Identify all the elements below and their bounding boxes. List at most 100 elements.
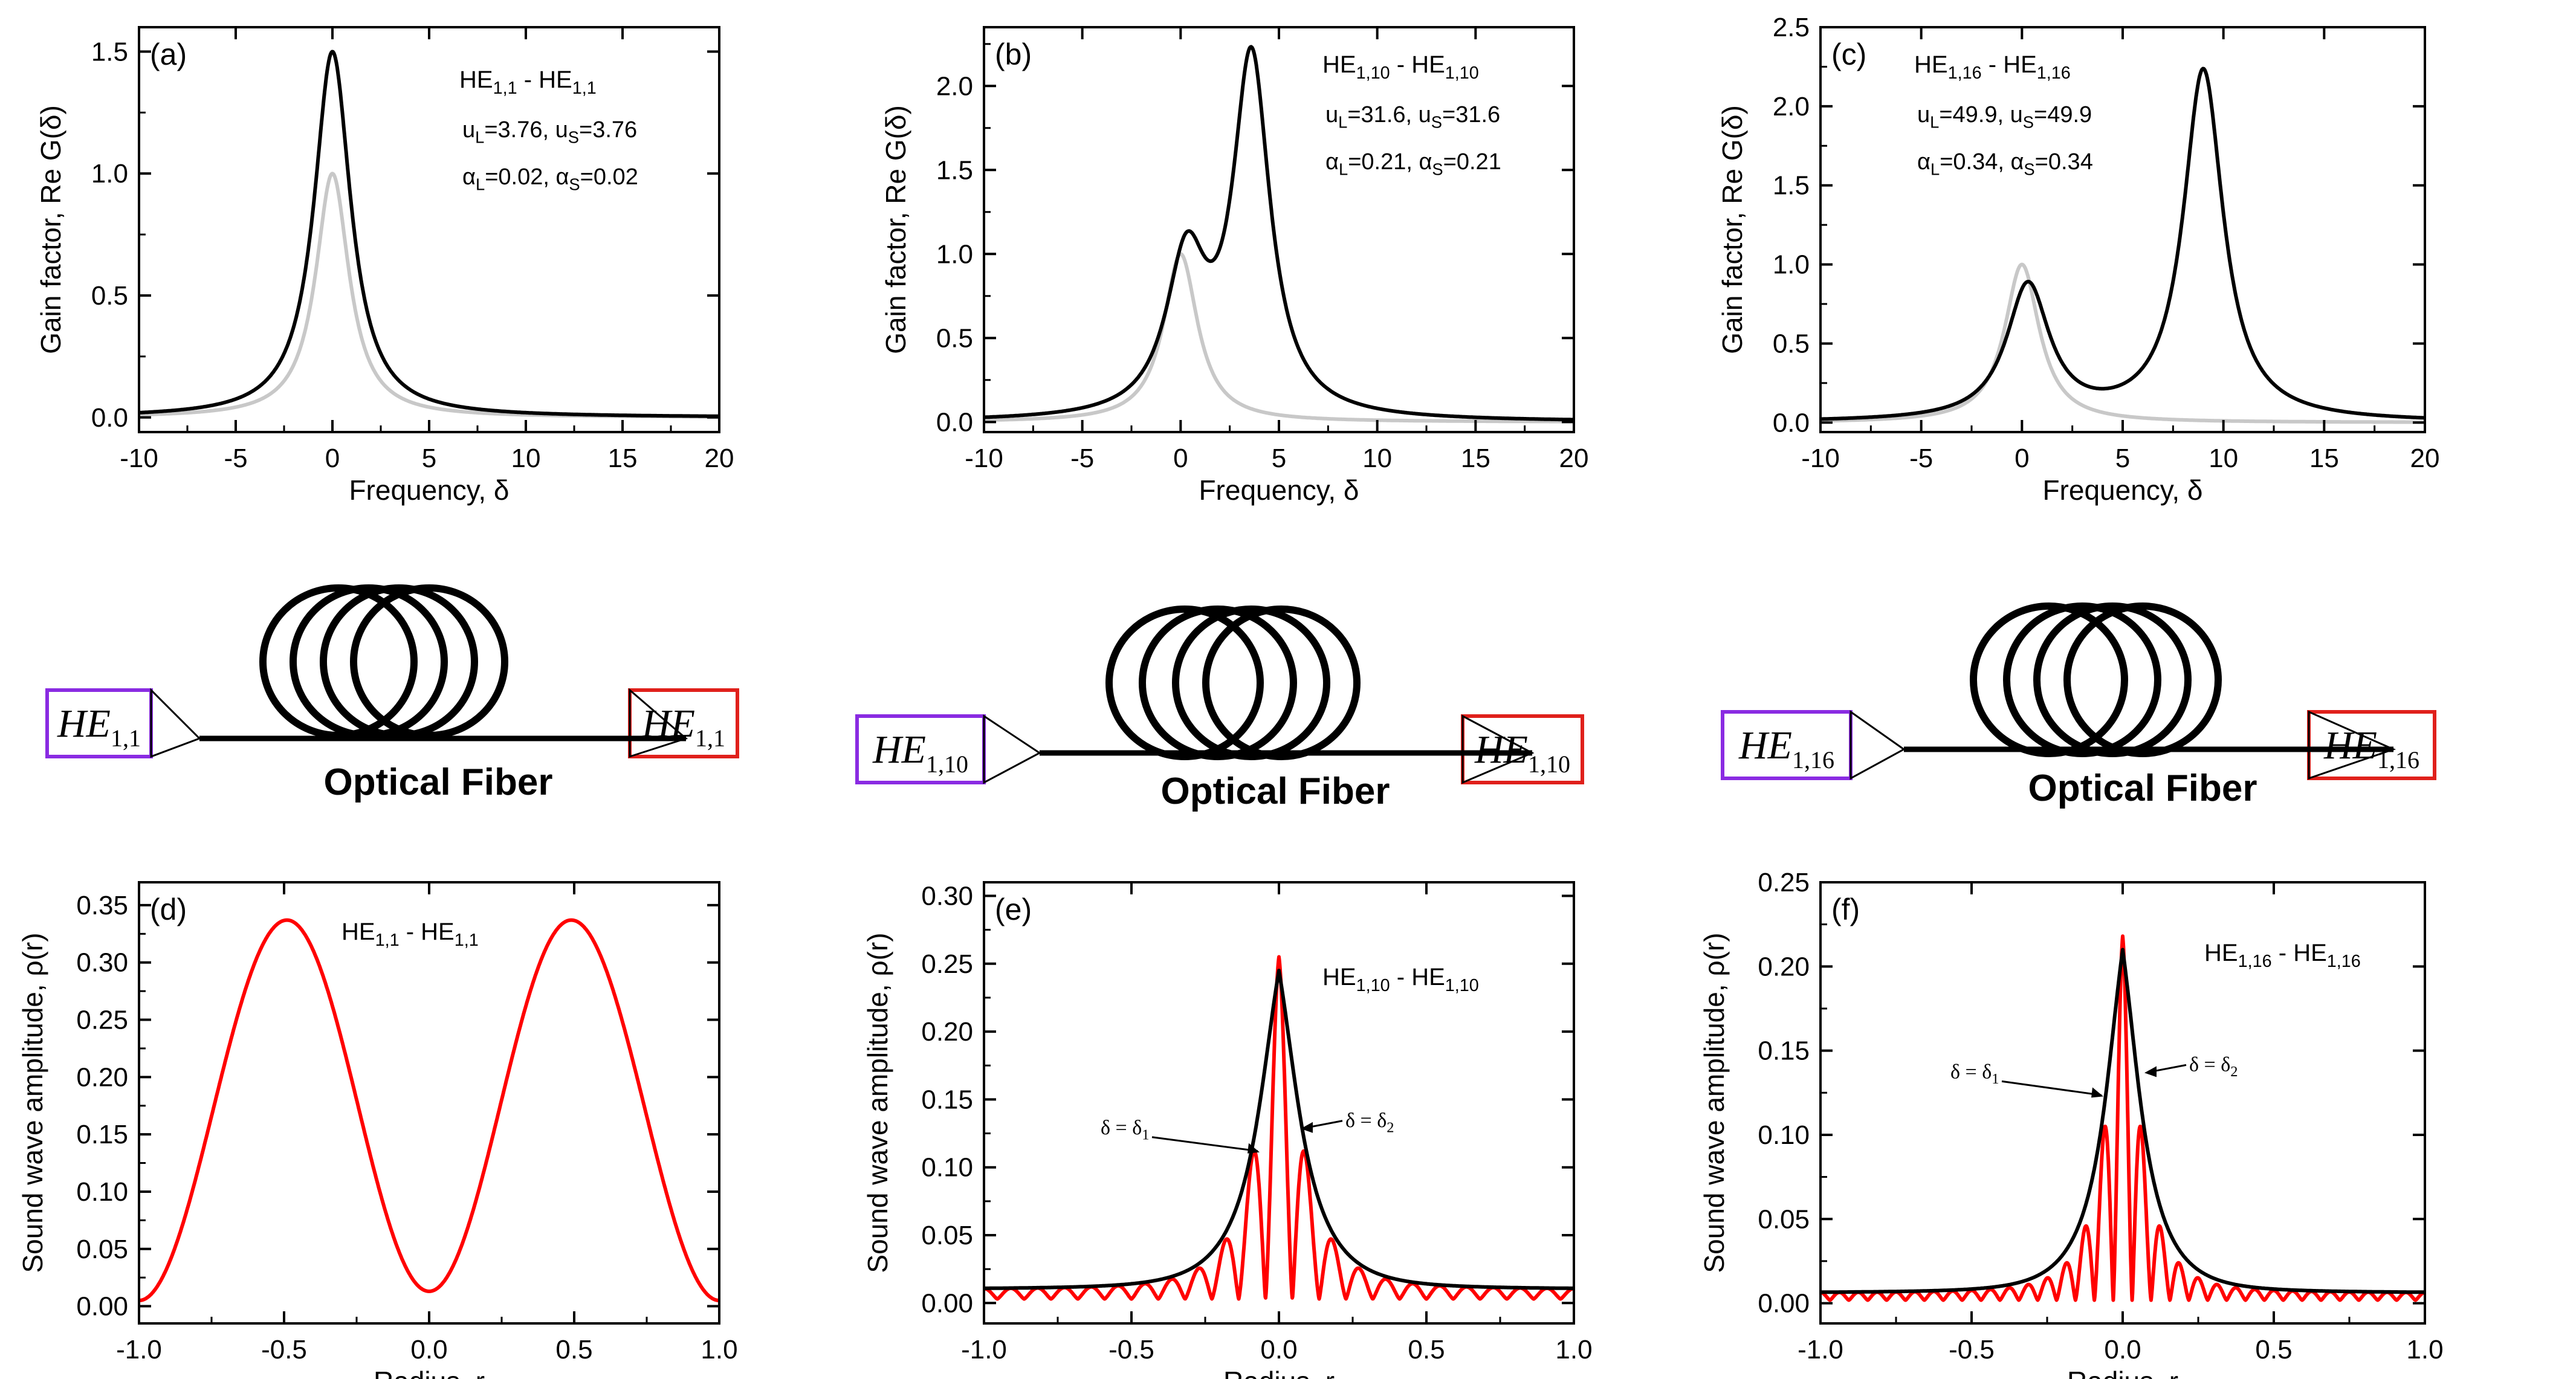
x-tick-label: 15 — [608, 444, 638, 473]
mode-label: HE1,16 - HE1,16 — [1914, 51, 2071, 83]
fiber-coil-loop — [1139, 606, 1297, 760]
chart-d: -1.0 -0.5 0.0 0.5 1.0 0.00 0.05 0.10 0.15 0.20 0.2… — [17, 881, 738, 1379]
output-mode-label: HE1,10 — [1474, 728, 1570, 778]
x-tick-label: 1.0 — [1555, 1335, 1592, 1364]
chart-a: -10 -5 0 5 10 15 20 0.0 0.5 1.0 1.5 Frequency, δ Gai… — [35, 26, 734, 506]
y-tick-label: 0.25 — [1758, 868, 1810, 897]
fiber-coil-loop — [320, 584, 478, 739]
plot-frame — [138, 26, 720, 433]
x-tick-label: 20 — [1559, 444, 1589, 473]
y-axis-label: Gain factor, Re G(δ) — [880, 105, 911, 354]
y-tick-label: 0.25 — [921, 949, 973, 979]
x-tick-label: 0 — [1173, 444, 1188, 473]
y-tick-label: 0.30 — [921, 881, 973, 911]
chart-b: -10 -5 0 5 10 15 20 0.0 0.5 1.0 1.5 2.0 Frequency, δ… — [880, 26, 1589, 506]
y-tick-label: 0.25 — [76, 1006, 128, 1035]
x-axis-label: Frequency, δ — [2042, 474, 2202, 506]
fiber-label: Optical Fiber — [1161, 770, 1390, 812]
fiber-schematic-2: HE1,10 HE1,10 Optical Fiber — [855, 606, 1584, 812]
y-tick-label: 1.5 — [936, 155, 973, 185]
x-tick-label: 0 — [2015, 444, 2029, 473]
y-tick-label: 0.15 — [921, 1085, 973, 1114]
x-tick-label: 0.5 — [1408, 1335, 1445, 1364]
y-tick-label: 0.0 — [1773, 408, 1810, 438]
panel-label: (e) — [995, 893, 1032, 926]
y-tick-label: 0.05 — [921, 1221, 973, 1250]
input-mode-label: HE1,16 — [1738, 723, 1834, 773]
y-tick-label: 1.0 — [91, 159, 128, 189]
fiber-label: Optical Fiber — [2028, 767, 2257, 809]
x-tick-label: 10 — [511, 444, 541, 473]
input-coupler — [150, 688, 201, 758]
x-tick-label: 5 — [422, 444, 436, 473]
input-coupler — [1849, 710, 1906, 780]
y-tick-label: 0.20 — [921, 1017, 973, 1047]
parameter-annotation: αL=0.02, αS=0.02 — [462, 164, 638, 194]
x-tick-label: -1.0 — [961, 1335, 1007, 1364]
y-axis-label: Sound wave amplitude, ρ(r) — [17, 932, 48, 1273]
x-axis-label: Radius, r — [2067, 1366, 2178, 1379]
input-coupler — [983, 714, 1041, 784]
x-axis-label: Frequency, δ — [349, 474, 509, 506]
fiber-coil-loop — [2033, 602, 2192, 757]
fiber-coil-loop — [290, 584, 448, 739]
y-tick-label: 0.00 — [1758, 1289, 1810, 1319]
x-tick-label: 0.0 — [1260, 1335, 1297, 1364]
x-tick-label: 15 — [1461, 444, 1490, 473]
mode-label: HE1,10 - HE1,10 — [1322, 51, 1479, 83]
input-mode-label: HE1,10 — [872, 728, 968, 778]
x-tick-label: 0.5 — [2255, 1335, 2292, 1364]
y-tick-label: 1.5 — [1773, 171, 1810, 201]
x-tick-label: 0.5 — [555, 1335, 592, 1364]
output-mode-box — [628, 688, 739, 758]
input-mode-box — [45, 688, 153, 758]
chart-f: -1.0 -0.5 0.0 0.5 1.0 0.00 0.05 0.10 0.15 0.20 0.2… — [1698, 868, 2444, 1379]
x-tick-label: 10 — [1362, 444, 1392, 473]
plot-frame — [983, 26, 1575, 433]
x-tick-label: -10 — [965, 444, 1003, 473]
y-tick-label: 0.05 — [1758, 1204, 1810, 1234]
y-tick-label: 0.00 — [921, 1288, 973, 1318]
x-tick-label: -5 — [1070, 444, 1094, 473]
series-reference — [1819, 262, 2426, 424]
x-tick-label: 15 — [2309, 444, 2339, 473]
mode-label: HE1,1 - HE1,1 — [459, 66, 597, 98]
delta-2-label: δ = δ2 — [1345, 1109, 1394, 1136]
x-axis-label: Radius, r — [1223, 1366, 1335, 1379]
series-oscillating — [1819, 934, 2427, 1302]
parameter-annotation: αL=0.34, αS=0.34 — [1917, 149, 2093, 179]
fiber-coil-loop — [1202, 606, 1361, 760]
delta-1-arrowhead — [1248, 1143, 1260, 1154]
input-mode-box — [1721, 710, 1853, 780]
y-tick-label: 0.5 — [91, 281, 128, 311]
x-tick-label: 5 — [2115, 444, 2130, 473]
fiber-coil-loop — [2063, 602, 2222, 757]
series-lp01 — [138, 918, 720, 1303]
x-tick-label: -0.5 — [1108, 1335, 1154, 1364]
x-tick-label: 20 — [705, 444, 734, 473]
x-tick-label: 1.0 — [2406, 1335, 2443, 1364]
mode-label: HE1,10 - HE1,10 — [1322, 964, 1479, 995]
x-tick-label: 20 — [2410, 444, 2440, 473]
y-tick-label: 0.05 — [76, 1235, 128, 1264]
series-gain — [983, 45, 1575, 422]
panel-label: (d) — [150, 893, 187, 926]
y-axis-label: Sound wave amplitude, ρ(r) — [1698, 932, 1730, 1273]
x-tick-label: -1.0 — [116, 1335, 162, 1364]
y-tick-label: 1.0 — [1773, 250, 1810, 280]
series-gain — [138, 50, 720, 418]
panel-label: (b) — [995, 37, 1032, 71]
x-axis-label: Radius, r — [374, 1366, 485, 1379]
series-reference — [138, 172, 720, 419]
mode-label: HE1,16 - HE1,16 — [2204, 940, 2361, 971]
panel-label: (c) — [1831, 37, 1866, 71]
parameter-annotation: uL=31.6, uS=31.6 — [1325, 102, 1500, 132]
y-tick-label: 0.0 — [936, 407, 973, 437]
y-tick-label: 2.0 — [1773, 92, 1810, 121]
y-tick-label: 0.20 — [76, 1062, 128, 1092]
charts-layer: -10 -5 0 5 10 15 20 0.0 0.5 1.0 1.5 Frequency, δ Gai… — [17, 13, 2444, 1379]
x-axis-label: Frequency, δ — [1199, 474, 1359, 506]
x-tick-label: -10 — [120, 444, 158, 473]
